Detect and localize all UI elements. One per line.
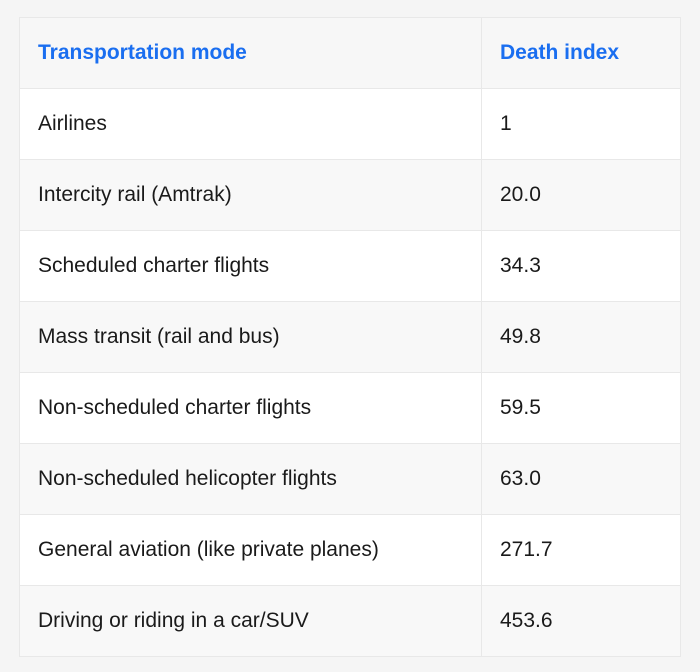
header-death-index: Death index (481, 17, 681, 89)
death-index-table: Transportation mode Death index Airlines… (19, 17, 681, 657)
table-row: Non-scheduled helicopter flights 63.0 (19, 443, 681, 515)
index-cell: 63.0 (481, 443, 681, 515)
index-cell: 59.5 (481, 372, 681, 444)
index-cell: 1 (481, 88, 681, 160)
table-row: Intercity rail (Amtrak) 20.0 (19, 159, 681, 231)
table-row: Non-scheduled charter flights 59.5 (19, 372, 681, 444)
mode-cell: Intercity rail (Amtrak) (19, 159, 482, 231)
mode-cell: Non-scheduled charter flights (19, 372, 482, 444)
mode-cell: Scheduled charter flights (19, 230, 482, 302)
index-cell: 271.7 (481, 514, 681, 586)
mode-cell: General aviation (like private planes) (19, 514, 482, 586)
mode-cell: Non-scheduled helicopter flights (19, 443, 482, 515)
table-row: Mass transit (rail and bus) 49.8 (19, 301, 681, 373)
table-row: Driving or riding in a car/SUV 453.6 (19, 585, 681, 657)
header-transportation-mode: Transportation mode (19, 17, 482, 89)
mode-cell: Driving or riding in a car/SUV (19, 585, 482, 657)
table-row: Airlines 1 (19, 88, 681, 160)
index-cell: 34.3 (481, 230, 681, 302)
index-cell: 49.8 (481, 301, 681, 373)
header-row: Transportation mode Death index (19, 17, 681, 89)
table-row: Scheduled charter flights 34.3 (19, 230, 681, 302)
index-cell: 453.6 (481, 585, 681, 657)
index-cell: 20.0 (481, 159, 681, 231)
table-row: General aviation (like private planes) 27… (19, 514, 681, 586)
mode-cell: Airlines (19, 88, 482, 160)
mode-cell: Mass transit (rail and bus) (19, 301, 482, 373)
